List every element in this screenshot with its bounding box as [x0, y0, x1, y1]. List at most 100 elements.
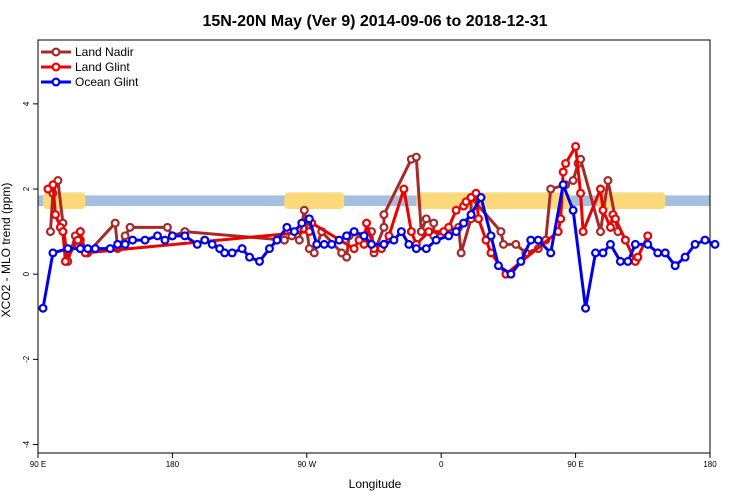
data-point [451, 205, 461, 215]
data-point [643, 239, 653, 249]
data-point [533, 235, 543, 245]
data-point [571, 141, 581, 151]
data-point [605, 222, 615, 232]
x-axis-label: Longitude [349, 477, 402, 491]
data-point [389, 235, 399, 245]
data-point [546, 184, 556, 194]
data-point [421, 214, 431, 224]
legend-swatch-marker [51, 77, 61, 87]
data-point [128, 235, 138, 245]
data-point [411, 152, 421, 162]
data-point [379, 239, 389, 249]
data-point [568, 176, 578, 186]
data-point [630, 239, 640, 249]
data-point [620, 235, 630, 245]
legend-item: Land Nadir [41, 45, 134, 59]
data-point [466, 210, 476, 220]
data-point [237, 244, 247, 254]
legend-swatch-marker [51, 47, 61, 57]
data-point [83, 244, 93, 254]
data-point [279, 235, 289, 245]
data-point [379, 210, 389, 220]
data-point [200, 235, 210, 245]
data-point [506, 269, 516, 279]
data-point [160, 235, 170, 245]
data-point [309, 248, 319, 258]
x-tick-label: 180 [703, 460, 717, 469]
legend-label: Land Nadir [75, 45, 134, 59]
data-point [459, 218, 469, 228]
chart-title: 15N-20N May (Ver 9) 2014-09-06 to 2018-1… [202, 13, 547, 30]
data-point [180, 231, 190, 241]
data-point [498, 239, 508, 249]
land-mask-patch [284, 192, 345, 210]
data-point [264, 244, 274, 254]
data-point [421, 244, 431, 254]
data-point [700, 235, 710, 245]
data-point [58, 227, 68, 237]
series-layer [38, 141, 720, 313]
legend-item: Ocean Glint [41, 75, 139, 89]
data-point [304, 214, 314, 224]
data-point [424, 227, 434, 237]
data-point [399, 184, 409, 194]
data-point [561, 158, 571, 168]
data-point [444, 231, 454, 241]
data-point [444, 222, 454, 232]
x-tick-label: 180 [166, 460, 180, 469]
data-point [416, 227, 426, 237]
x-tick-label: 90 E [30, 460, 46, 469]
data-point [576, 188, 586, 198]
data-point [192, 239, 202, 249]
data-point [379, 222, 389, 232]
data-point [105, 244, 115, 254]
data-point [603, 176, 613, 186]
data-point [45, 227, 55, 237]
data-point [486, 231, 496, 241]
data-point [595, 227, 605, 237]
data-point [496, 227, 506, 237]
data-point [120, 231, 130, 241]
series-land-glint [43, 141, 653, 279]
data-point [245, 252, 255, 262]
legend-swatch-marker [51, 62, 61, 72]
reference-band [38, 195, 710, 207]
data-point [48, 180, 58, 190]
data-point [120, 239, 130, 249]
data-point [558, 180, 568, 190]
data-point [591, 248, 601, 258]
plot-frame [37, 39, 711, 454]
data-point [558, 167, 568, 177]
x-tick-label: 0 [439, 460, 444, 469]
data-point [167, 231, 177, 241]
data-point [73, 235, 83, 245]
land-mask-patch [416, 192, 571, 210]
data-point [526, 235, 536, 245]
data-point [63, 244, 73, 254]
legend-label: Ocean Glint [75, 75, 139, 89]
data-point [349, 244, 359, 254]
data-point [680, 252, 690, 262]
data-point [48, 248, 58, 258]
data-point [456, 248, 466, 258]
data-point [152, 231, 162, 241]
data-point [312, 239, 322, 249]
data-point [342, 231, 352, 241]
data-point [125, 222, 135, 232]
data-point [349, 227, 359, 237]
legend-item: Land Glint [41, 60, 130, 74]
data-point [75, 227, 85, 237]
data-point [653, 248, 663, 258]
data-point [643, 231, 653, 241]
data-point [660, 248, 670, 258]
y-axis: -4 -2 0 2 4 [22, 101, 38, 448]
data-point [362, 218, 372, 228]
x-axis: 90 E 180 90 W 0 90 E 180 [30, 453, 717, 469]
data-point [255, 256, 265, 266]
data-point [359, 239, 369, 249]
data-point [690, 239, 700, 249]
data-point [162, 222, 172, 232]
data-point [90, 244, 100, 254]
x-tick-label: 90 W [297, 460, 316, 469]
y-tick-label: -2 [22, 355, 31, 363]
